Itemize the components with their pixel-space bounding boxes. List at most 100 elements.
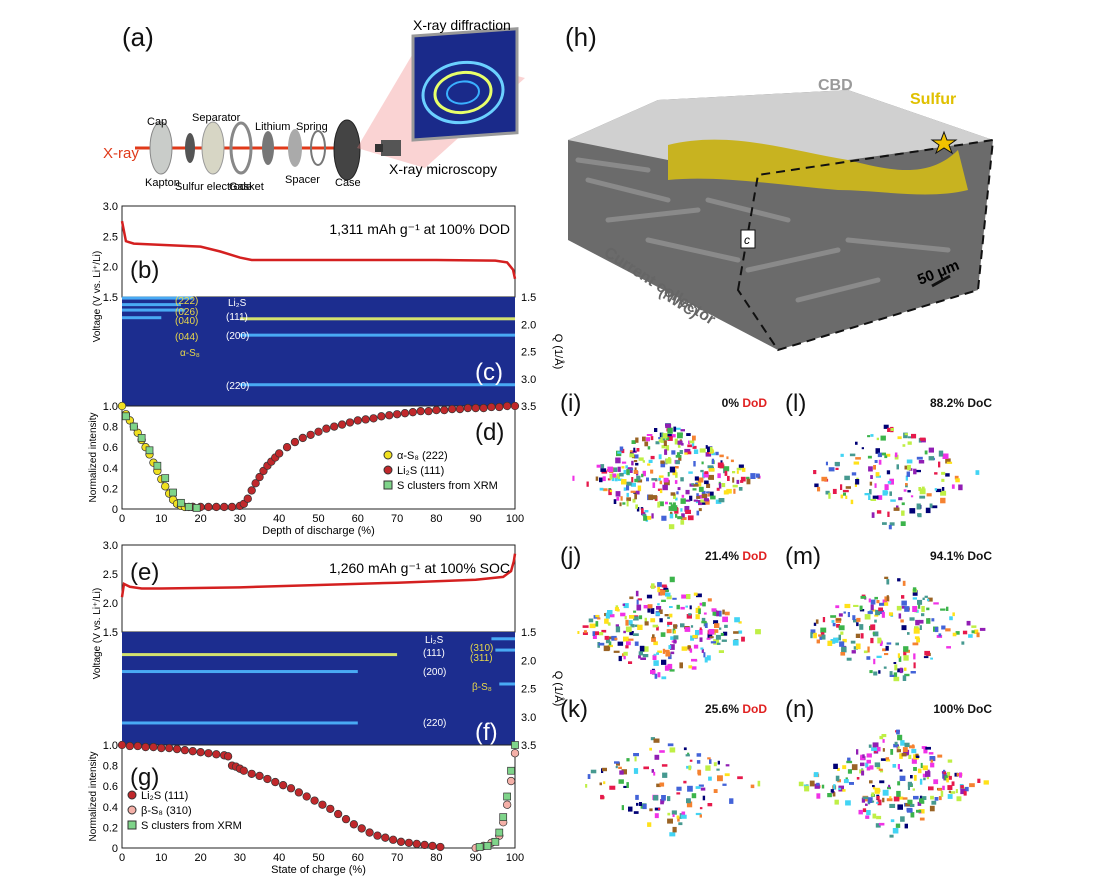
particle — [736, 479, 740, 484]
panel-label-f: (f) — [475, 719, 498, 746]
particle — [620, 448, 625, 454]
particle — [931, 800, 937, 805]
particle — [706, 637, 711, 640]
particle — [919, 778, 923, 785]
particle — [691, 666, 697, 670]
particle — [621, 769, 627, 775]
particle — [627, 467, 633, 473]
particle — [847, 612, 850, 618]
particle — [647, 822, 652, 827]
particle — [718, 498, 725, 503]
particle — [704, 623, 708, 628]
particle — [678, 822, 683, 826]
particle — [685, 509, 691, 514]
particle — [923, 777, 926, 781]
particle — [628, 620, 633, 626]
particle — [598, 632, 604, 636]
particle — [623, 630, 626, 634]
particle — [646, 594, 653, 599]
point-d-s1-10 — [251, 479, 260, 488]
particle — [585, 784, 588, 788]
particle — [916, 809, 922, 813]
particle — [603, 645, 610, 652]
particle — [726, 456, 729, 460]
legend-label-g-0: Li₂S (111) — [141, 790, 188, 802]
particle — [650, 455, 655, 460]
particle — [724, 624, 728, 628]
particle — [695, 481, 702, 487]
particle — [706, 491, 710, 494]
particle — [705, 452, 712, 457]
particle — [680, 520, 685, 525]
particle — [814, 783, 820, 789]
particle — [659, 489, 663, 494]
heatmap-band-c-6 — [239, 383, 515, 387]
point-d-s1-36 — [432, 405, 441, 415]
particle — [692, 445, 697, 449]
particle — [691, 483, 695, 486]
particle — [652, 495, 658, 500]
particle — [684, 506, 690, 512]
particle — [945, 628, 951, 632]
separator-part — [201, 121, 225, 175]
particle — [930, 762, 935, 768]
particle — [659, 480, 663, 485]
particle — [711, 458, 715, 464]
particle — [601, 470, 608, 474]
particle — [862, 808, 867, 813]
particle — [896, 605, 902, 611]
particle — [825, 490, 830, 495]
particle — [881, 734, 887, 738]
particle — [670, 504, 673, 509]
ylabel-b: Voltage (V vs. Li⁺/Li) — [92, 251, 103, 342]
xtick-d-7: 70 — [391, 513, 403, 525]
particle — [630, 482, 636, 487]
particle — [859, 624, 864, 630]
heatmap-band-c-2 — [122, 308, 185, 312]
particle — [723, 631, 728, 636]
xtick-d-6: 60 — [352, 513, 364, 525]
particle — [910, 812, 915, 818]
point-g-s0-4 — [149, 742, 158, 752]
particle — [868, 744, 872, 748]
particle — [901, 752, 907, 757]
particle — [922, 765, 928, 771]
particle — [617, 641, 624, 646]
xrm-camera-icon — [375, 140, 401, 156]
particle — [667, 616, 670, 619]
particle — [911, 748, 917, 754]
point-d-s1-4 — [220, 502, 229, 512]
particle — [600, 794, 604, 800]
particle — [845, 495, 848, 499]
particle — [633, 454, 639, 459]
particle — [676, 786, 682, 791]
particle — [665, 424, 672, 429]
particle — [667, 743, 674, 747]
particle — [889, 796, 892, 799]
particle — [713, 629, 719, 633]
particle — [697, 477, 704, 483]
particle — [699, 814, 702, 818]
particle — [950, 791, 956, 794]
particle — [603, 781, 606, 785]
particle — [589, 623, 596, 629]
particle — [648, 459, 653, 463]
particle — [689, 605, 692, 610]
fiber-texture — [575, 157, 951, 303]
particle — [676, 792, 681, 795]
particle — [912, 587, 917, 592]
particle — [702, 795, 706, 801]
particle — [609, 490, 613, 493]
ytick-f-4: 3.5 — [521, 740, 536, 752]
point-g-s2-1 — [483, 842, 492, 850]
particle — [839, 641, 845, 647]
axes-frame-d — [121, 405, 516, 510]
particle — [607, 466, 613, 473]
particle — [886, 595, 889, 602]
particle — [693, 499, 698, 502]
ytick-d-1: 0.2 — [103, 483, 118, 495]
particle — [900, 740, 905, 746]
particle — [661, 659, 667, 665]
particle — [905, 475, 908, 481]
particle — [849, 453, 856, 457]
